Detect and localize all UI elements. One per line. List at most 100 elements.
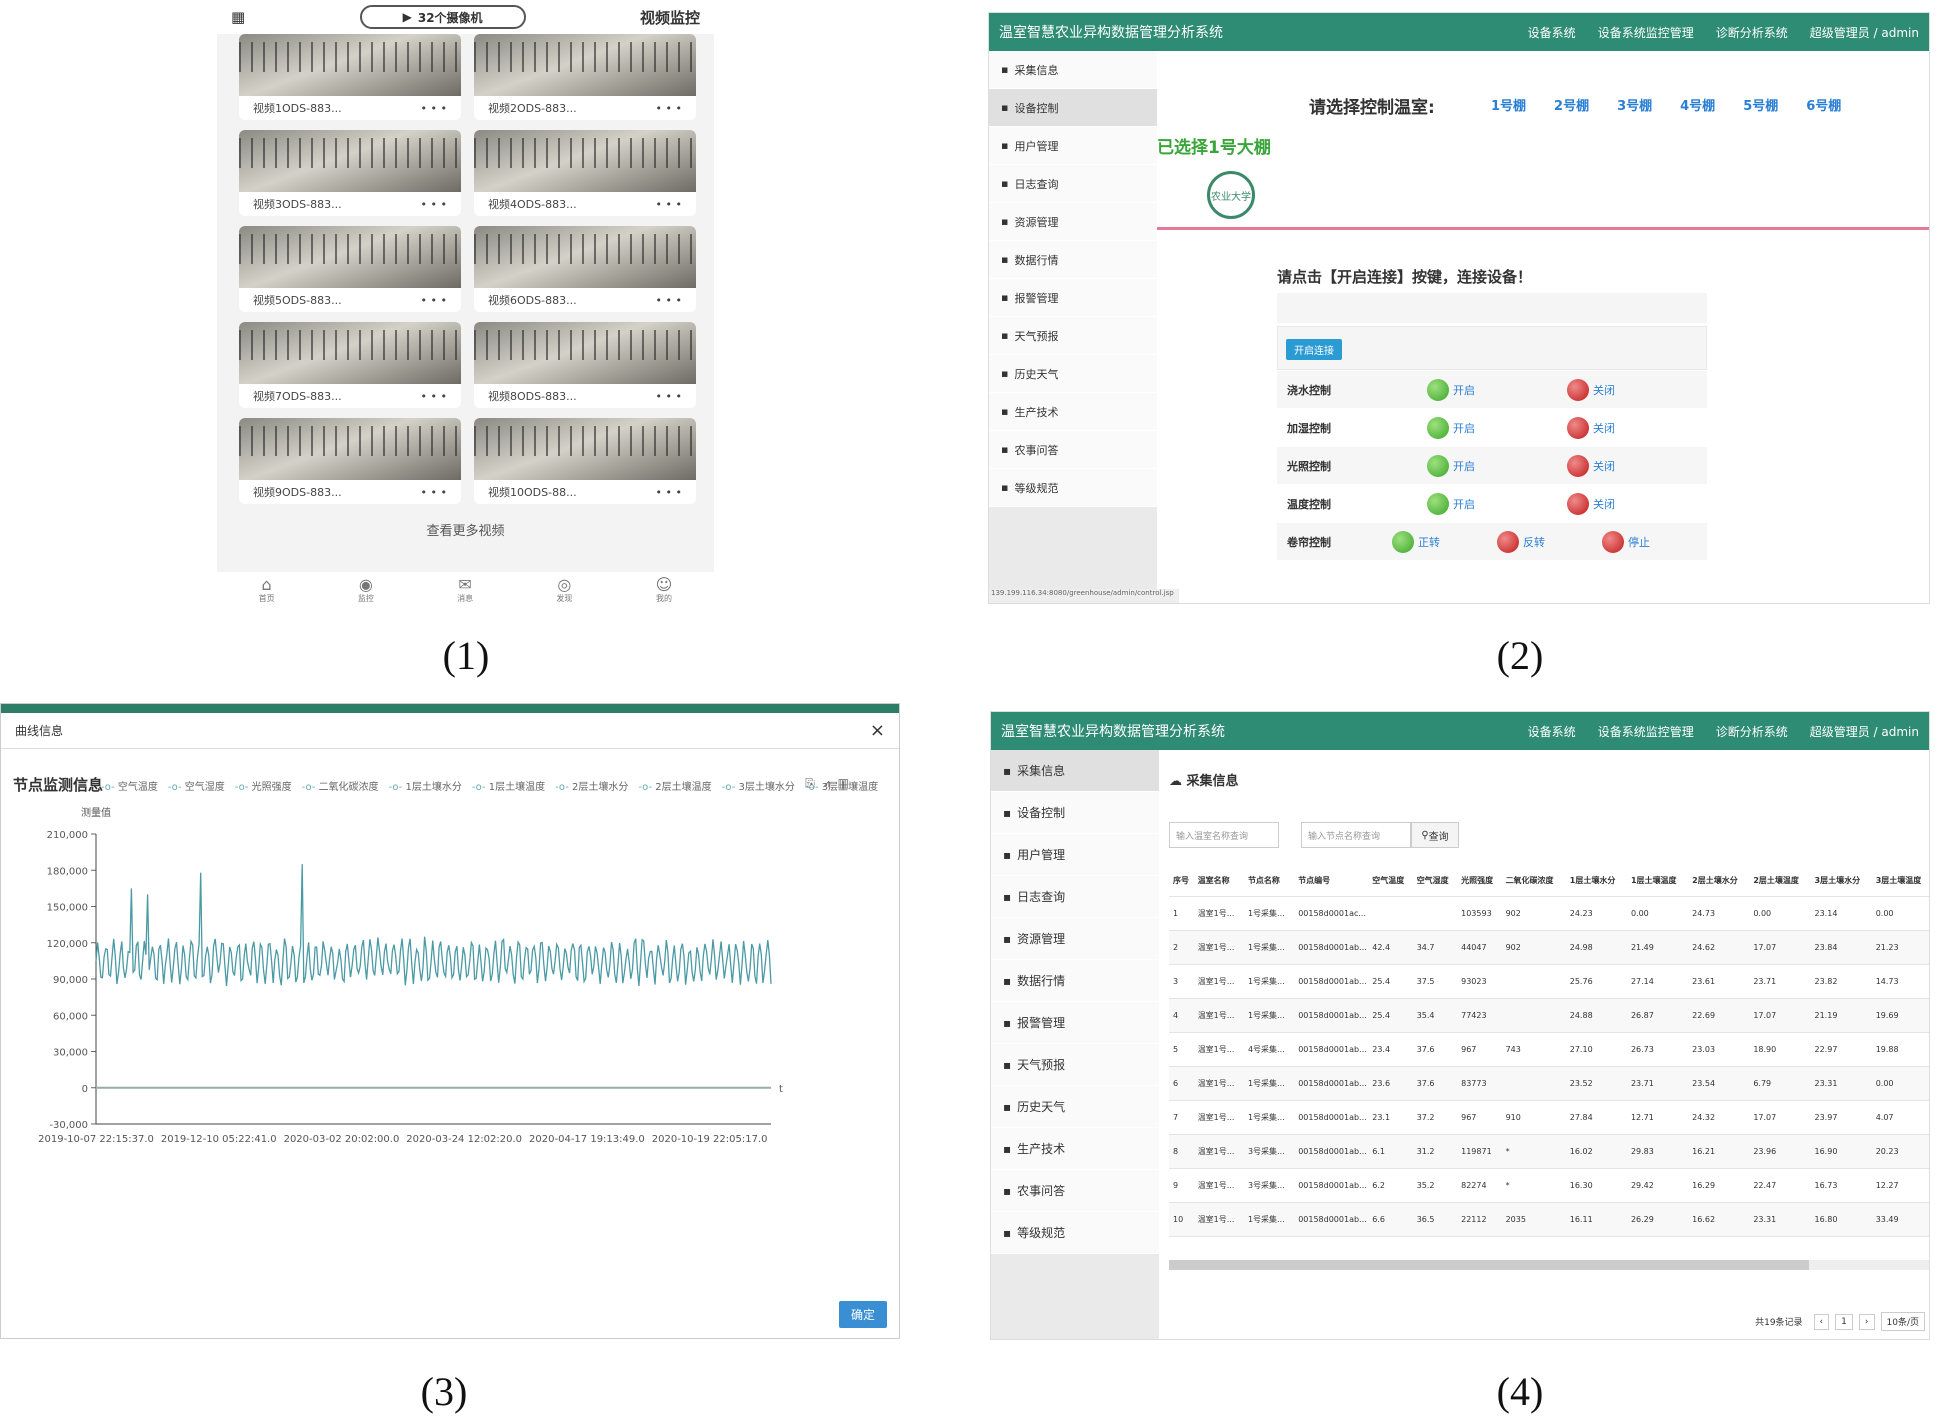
table-row[interactable]: 4 温室1号... 1号采集... 00158d0001ab... 25.4 35.4 77… [1169,998,1929,1033]
camera-card[interactable]: 视频10ODS-88... • • • [474,418,696,504]
close-icon[interactable]: × [869,720,885,741]
camera-count-pill[interactable]: ▶ 32个摄像机 [359,5,526,29]
sidebar-item[interactable]: ▪ 设备控制 [991,792,1159,834]
table-row[interactable]: 2 温室1号... 1号采集... 00158d0001ab... 42.4 34.7 44… [1169,930,1929,965]
sidebar-item[interactable]: ▪ 天气预报 [991,1044,1159,1086]
column-header[interactable]: 1层土壤水分 [1565,866,1627,897]
on-button[interactable]: 开启 [1427,454,1567,477]
off-indicator-icon[interactable] [1567,454,1589,477]
table-row[interactable]: 10 温室1号... 1号采集... 00158d0001ab... 6.6 36.5 22… [1169,1202,1929,1237]
sidebar-item[interactable]: ▪ 农事问答 [989,431,1157,469]
legend-item[interactable]: 二氧化碳浓度 [302,778,379,793]
table-row[interactable]: 9 温室1号... 3号采集... 00158d0001ab... 6.2 35.2 822… [1169,1168,1929,1203]
table-row[interactable]: 7 温室1号... 1号采集... 00158d0001ab... 23.1 37.2 96… [1169,1100,1929,1135]
tab-eye[interactable]: ◎ 发现 [556,576,572,604]
camera-snapshot[interactable] [474,226,696,288]
camera-snapshot[interactable] [474,418,696,480]
top-nav-item[interactable]: 超级管理员 / admin [1809,25,1919,40]
off-button[interactable]: 反转 [1497,530,1602,553]
legend-item[interactable]: 3层土壤温度 [805,778,878,793]
on-button[interactable]: 开启 [1427,378,1567,401]
column-header[interactable]: 光照强度 [1457,866,1502,897]
sidebar-item[interactable]: ▪ 采集信息 [991,750,1159,792]
legend-item[interactable]: 光照强度 [235,778,292,793]
more-dots-icon[interactable]: • • • [655,293,682,307]
top-nav-item[interactable]: 设备系统监控管理 [1597,724,1694,739]
on-indicator-icon[interactable] [1427,492,1449,515]
legend-item[interactable]: 1层土壤温度 [472,778,545,793]
column-header[interactable]: 2层土壤温度 [1749,866,1811,897]
sidebar-item[interactable]: ▪ 生产技术 [989,393,1157,431]
scroll-thumb[interactable] [1169,1260,1809,1270]
tab-user[interactable]: ☺ 我的 [656,576,673,604]
on-indicator-icon[interactable] [1427,378,1449,401]
column-header[interactable]: 节点编号 [1294,866,1369,897]
page-1-button[interactable]: 1 [1835,1313,1853,1330]
off-button[interactable]: 关闭 [1567,378,1707,401]
column-header[interactable]: 节点名称 [1243,866,1295,897]
top-nav-item[interactable]: 超级管理员 / admin [1809,724,1919,739]
legend-item[interactable]: 3层土壤水分 [722,778,795,793]
top-nav-item[interactable]: 诊断分析系统 [1715,25,1788,40]
legend-item[interactable]: 空气温度 [101,778,158,793]
camera-snapshot[interactable] [239,34,461,96]
camera-card[interactable]: 视频8ODS-883... • • • [474,322,696,408]
more-dots-icon[interactable]: • • • [655,485,682,499]
sidebar-item[interactable]: ▪ 报警管理 [989,279,1157,317]
table-row[interactable]: 3 温室1号... 1号采集... 00158d0001ab... 25.4 37.5 93… [1169,964,1929,999]
camera-card[interactable]: 视频6ODS-883... • • • [474,226,696,312]
line-type-icon[interactable]: ⩘ [822,776,830,790]
sidebar-item[interactable]: ▪ 农事问答 [991,1170,1159,1212]
off-indicator-icon[interactable] [1497,530,1519,553]
greenhouse-tab[interactable]: 2号棚 [1554,99,1590,114]
off-button[interactable]: 关闭 [1567,416,1707,439]
more-videos-link[interactable]: 查看更多视频 [426,524,505,539]
sidebar-item[interactable]: ▪ 用户管理 [989,127,1157,165]
camera-card[interactable]: 视频2ODS-883... • • • [474,34,696,120]
camera-card[interactable]: 视频3ODS-883... • • • [239,130,461,216]
more-dots-icon[interactable]: • • • [655,101,682,115]
bar-type-icon[interactable]: ▥ [837,776,849,790]
column-header[interactable]: 空气温度 [1368,866,1413,897]
column-header[interactable]: 温室名称 [1193,866,1244,897]
more-dots-icon[interactable]: • • • [420,101,447,115]
column-header[interactable]: 3层土壤温度 [1871,866,1929,897]
sidebar-item[interactable]: ▪ 资源管理 [989,203,1157,241]
search-button[interactable]: ⚲ 查询 [1411,822,1459,848]
sidebar-item[interactable]: ▪ 数据行情 [989,241,1157,279]
off-indicator-icon[interactable] [1567,378,1589,401]
on-indicator-icon[interactable] [1427,416,1449,439]
tab-home[interactable]: ⌂ 首页 [259,576,275,604]
sidebar-item[interactable]: ▪ 天气预报 [989,317,1157,355]
column-header[interactable]: 3层土壤水分 [1810,866,1872,897]
more-dots-icon[interactable]: • • • [420,389,447,403]
greenhouse-tab[interactable]: 1号棚 [1491,99,1527,114]
table-row[interactable]: 6 温室1号... 1号采集... 00158d0001ab... 23.6 37.6 83… [1169,1066,1929,1101]
column-header[interactable]: 2层土壤水分 [1688,866,1750,897]
column-header[interactable]: 二氧化碳浓度 [1501,866,1566,897]
camera-card[interactable]: 视频7ODS-883... • • • [239,322,461,408]
more-dots-icon[interactable]: • • • [655,389,682,403]
legend-item[interactable]: 2层土壤温度 [638,778,711,793]
more-dots-icon[interactable]: • • • [420,293,447,307]
sidebar-item[interactable]: ▪ 资源管理 [991,918,1159,960]
top-nav-item[interactable]: 诊断分析系统 [1715,724,1788,739]
sidebar-item[interactable]: ▪ 采集信息 [989,51,1157,89]
column-header[interactable]: 序号 [1169,866,1194,897]
camera-card[interactable]: 视频1ODS-883... • • • [239,34,461,120]
sidebar-item[interactable]: ▪ 等级规范 [991,1212,1159,1254]
off-indicator-icon[interactable] [1567,416,1589,439]
sidebar-item[interactable]: ▪ 设备控制 [989,89,1157,127]
stop-button[interactable]: 停止 [1602,530,1707,553]
tab-message[interactable]: ✉ 消息 [457,576,473,604]
top-nav-item[interactable]: 设备系统监控管理 [1597,25,1694,40]
greenhouse-search-input[interactable]: 输入温室名称查询 [1169,822,1279,848]
greenhouse-tab[interactable]: 5号棚 [1743,99,1779,114]
top-nav-item[interactable]: 设备系统 [1527,724,1576,739]
table-row[interactable]: 5 温室1号... 4号采集... 00158d0001ab... 23.4 37.6 96… [1169,1032,1929,1067]
on-button[interactable]: 正转 [1392,530,1497,553]
legend-item[interactable]: 2层土壤水分 [555,778,628,793]
grid-icon[interactable]: ▦ [231,8,246,26]
ok-button[interactable]: 确定 [838,1301,887,1328]
sidebar-item[interactable]: ▪ 日志查询 [989,165,1157,203]
